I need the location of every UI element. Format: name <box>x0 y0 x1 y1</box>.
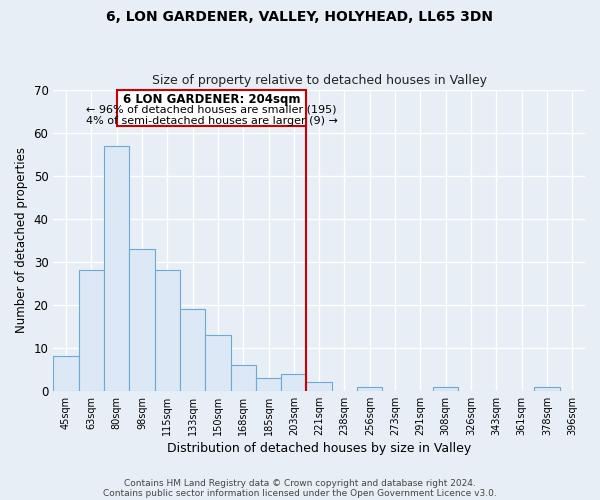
Text: 4% of semi-detached houses are larger (9) →: 4% of semi-detached houses are larger (9… <box>86 116 337 126</box>
Bar <box>535 386 560 391</box>
Bar <box>104 146 129 391</box>
Text: 6, LON GARDENER, VALLEY, HOLYHEAD, LL65 3DN: 6, LON GARDENER, VALLEY, HOLYHEAD, LL65 … <box>107 10 493 24</box>
Bar <box>53 356 79 391</box>
Text: Contains public sector information licensed under the Open Government Licence v3: Contains public sector information licen… <box>103 488 497 498</box>
Bar <box>281 374 307 391</box>
Y-axis label: Number of detached properties: Number of detached properties <box>15 147 28 333</box>
Text: 6 LON GARDENER: 204sqm: 6 LON GARDENER: 204sqm <box>123 93 300 106</box>
Bar <box>155 270 180 391</box>
Bar <box>433 386 458 391</box>
Bar <box>180 309 205 391</box>
Title: Size of property relative to detached houses in Valley: Size of property relative to detached ho… <box>152 74 487 87</box>
Bar <box>307 382 332 391</box>
Bar <box>357 386 382 391</box>
X-axis label: Distribution of detached houses by size in Valley: Distribution of detached houses by size … <box>167 442 471 455</box>
Text: Contains HM Land Registry data © Crown copyright and database right 2024.: Contains HM Land Registry data © Crown c… <box>124 478 476 488</box>
Bar <box>205 335 230 391</box>
Text: ← 96% of detached houses are smaller (195): ← 96% of detached houses are smaller (19… <box>86 104 337 115</box>
FancyBboxPatch shape <box>116 90 307 126</box>
Bar <box>230 365 256 391</box>
Bar <box>79 270 104 391</box>
Bar <box>256 378 281 391</box>
Bar <box>129 249 155 391</box>
